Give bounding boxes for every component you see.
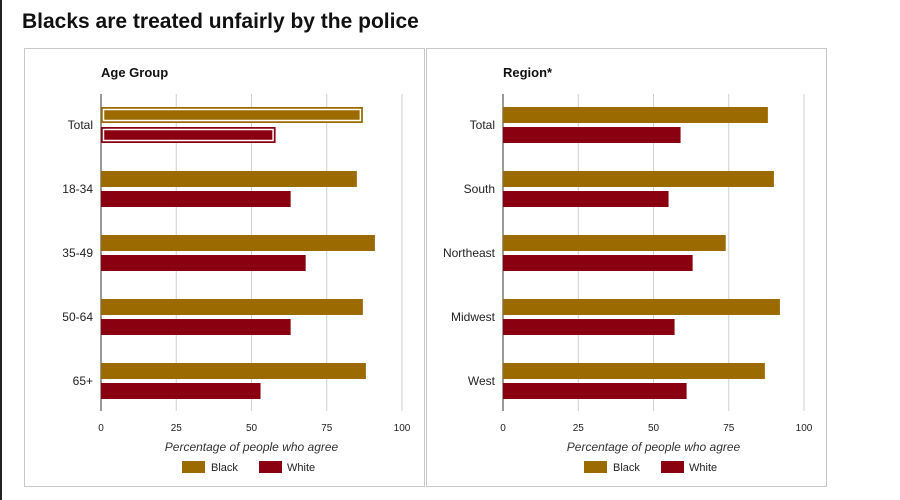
region-bar-black-west[interactable]	[503, 363, 765, 379]
region-bar-white-total[interactable]	[503, 127, 681, 143]
age-x-tick-label: 100	[394, 423, 411, 434]
age-bar-white-35-49[interactable]	[101, 255, 306, 271]
region-chart: 0 25 50 75 100 Percentage of people who agree…	[443, 94, 813, 474]
region-bar-black-midwest[interactable]	[503, 299, 780, 315]
age-legend-label-white: White	[287, 462, 315, 474]
age-bar-highlight-outline	[102, 108, 362, 122]
region-category-label: Northeast	[443, 246, 496, 260]
age-bar-black-50-64[interactable]	[101, 299, 363, 315]
region-bar-black-northeast[interactable]	[503, 235, 726, 251]
age-bar-white-65-[interactable]	[101, 383, 261, 399]
region-x-tick-label: 0	[500, 423, 506, 434]
age-legend-label-black: Black	[211, 462, 238, 474]
region-x-tick-label: 50	[648, 423, 660, 434]
region-legend-swatch-white	[661, 461, 684, 473]
age-category-label: Total	[68, 118, 93, 132]
age-legend-swatch-white	[259, 461, 282, 473]
age-bar-black-65-[interactable]	[101, 363, 366, 379]
region-bar-white-west[interactable]	[503, 383, 687, 399]
region-x-tick-label: 25	[573, 423, 585, 434]
region-category-label: Total	[470, 118, 495, 132]
region-category-label: South	[464, 182, 495, 196]
region-x-tick-label: 75	[723, 423, 735, 434]
region-bar-black-total[interactable]	[503, 107, 768, 123]
age-group-chart: 0 25 50 75 100 Percentage of people who agree…	[62, 94, 411, 474]
region-legend-swatch-black	[584, 461, 607, 473]
page-title: Blacks are treated unfairly by the polic…	[22, 10, 419, 33]
region-chart-panel: Region* 0 25 50 75 100 Percentage of people w…	[426, 48, 827, 487]
age-group-chart-title: Age Group	[101, 65, 169, 80]
age-bar-black-35-49[interactable]	[101, 235, 375, 251]
region-x-axis-title: Percentage of people who agree	[567, 440, 741, 454]
region-category-label: Midwest	[451, 310, 496, 324]
window-left-edge	[0, 0, 2, 500]
age-x-tick-label: 50	[246, 423, 258, 434]
region-bar-black-south[interactable]	[503, 171, 774, 187]
age-x-tick-label: 75	[321, 423, 333, 434]
age-bar-white-50-64[interactable]	[101, 319, 291, 335]
age-category-label: 35-49	[62, 246, 93, 260]
age-legend-swatch-black	[182, 461, 205, 473]
age-bar-white-18-34[interactable]	[101, 191, 291, 207]
age-x-tick-label: 25	[171, 423, 183, 434]
age-bar-white-total[interactable]	[101, 127, 276, 143]
age-bar-black-total[interactable]	[101, 107, 363, 123]
age-x-tick-label: 0	[98, 423, 104, 434]
region-bar-white-northeast[interactable]	[503, 255, 693, 271]
region-legend-label-white: White	[689, 462, 717, 474]
age-category-label: 50-64	[62, 310, 93, 324]
age-x-axis-title: Percentage of people who agree	[165, 440, 339, 454]
age-bar-highlight-outline	[102, 128, 274, 142]
region-chart-title: Region*	[503, 65, 553, 80]
age-category-label: 18-34	[62, 182, 93, 196]
age-bar-black-18-34[interactable]	[101, 171, 357, 187]
region-legend-label-black: Black	[613, 462, 640, 474]
age-category-label: 65+	[73, 374, 93, 388]
region-bar-white-south[interactable]	[503, 191, 669, 207]
region-category-label: West	[468, 374, 496, 388]
age-group-chart-panel: Age Group 0 25 50 75 100 Percentage of people…	[24, 48, 425, 487]
region-bar-white-midwest[interactable]	[503, 319, 675, 335]
region-x-tick-label: 100	[796, 423, 813, 434]
